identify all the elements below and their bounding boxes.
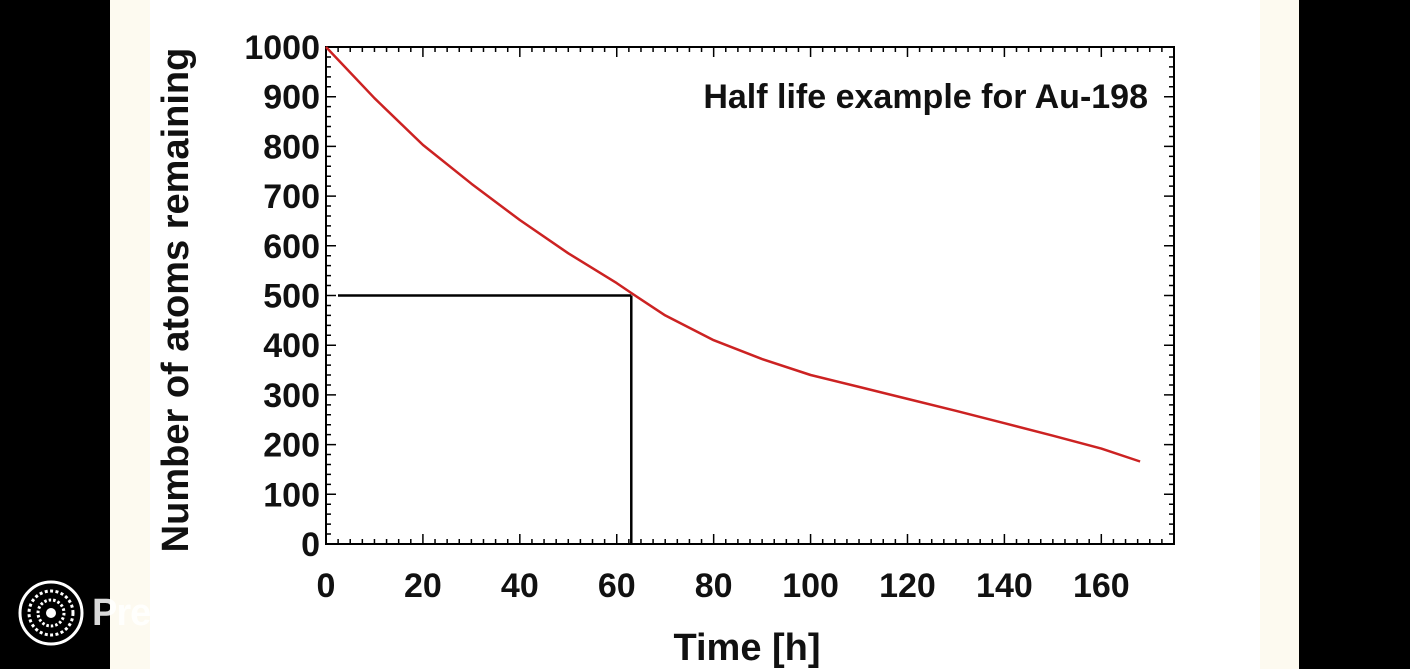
chart-title: Half life example for Au-198 <box>703 78 1148 116</box>
prezi-logo-icon <box>18 580 84 646</box>
y-axis-label: Number of atoms remaining <box>155 48 197 553</box>
y-tick-label: 900 <box>263 79 320 117</box>
x-tick-label: 80 <box>695 567 733 605</box>
x-tick-labels: 0 20 40 60 80 100 120 140 160 <box>317 567 1130 605</box>
x-tick-label: 0 <box>317 567 336 605</box>
plot-frame <box>325 46 1175 545</box>
half-life-guides <box>338 294 633 544</box>
x-axis-label: Time [h] <box>673 627 820 669</box>
y-tick-label: 600 <box>263 228 320 266</box>
x-tick-label: 120 <box>879 567 936 605</box>
y-tick-labels: 0 100 200 300 400 500 600 700 800 900 1000 <box>244 29 320 564</box>
y-tick-label: 100 <box>263 476 320 514</box>
half-life-chart: 0 100 200 300 400 500 600 700 800 900 1000 0 20 40 60… <box>155 29 1175 669</box>
y-tick-label: 300 <box>263 377 320 415</box>
y-tick-label: 500 <box>263 278 320 316</box>
x-tick-label: 40 <box>501 567 539 605</box>
x-tick-label: 20 <box>404 567 442 605</box>
chart-card: 0 100 200 300 400 500 600 700 800 900 1000 0 20 40 60… <box>150 0 1260 669</box>
y-tick-label: 700 <box>263 178 320 216</box>
x-tick-label: 140 <box>976 567 1033 605</box>
prezi-logo: Prezi <box>18 580 179 646</box>
prezi-wordmark: Prezi <box>92 591 179 634</box>
series-line-decay <box>325 46 1141 463</box>
y-tick-label: 800 <box>263 128 320 166</box>
y-tick-label: 0 <box>301 526 320 564</box>
y-tick-label: 200 <box>263 427 320 465</box>
y-tick-label: 1000 <box>244 29 320 67</box>
x-tick-label: 60 <box>598 567 636 605</box>
y-tick-label: 400 <box>263 327 320 365</box>
slide-stage: 0 100 200 300 400 500 600 700 800 900 1000 0 20 40 60… <box>110 0 1299 669</box>
x-tick-label: 100 <box>782 567 839 605</box>
x-tick-label: 160 <box>1073 567 1130 605</box>
